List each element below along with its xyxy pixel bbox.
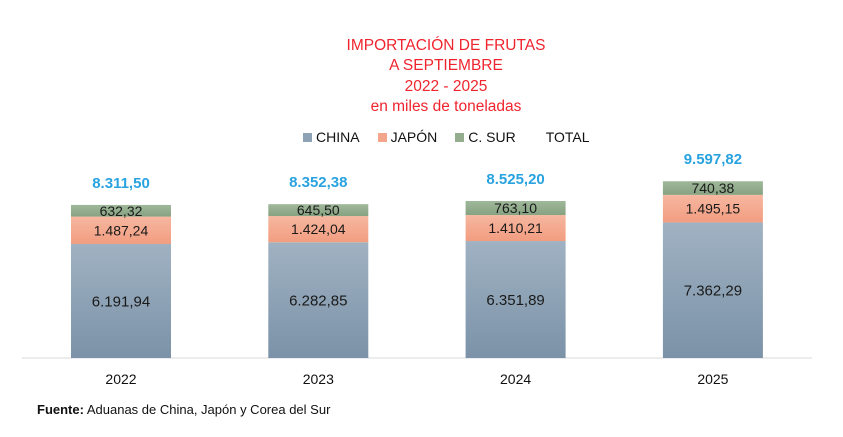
data-label: 1.410,21 bbox=[488, 220, 543, 236]
chart-title-4: en miles de toneladas bbox=[370, 98, 522, 115]
chart-title-3: 2022 - 2025 bbox=[404, 78, 488, 95]
bar-china-2023 bbox=[268, 242, 369, 358]
legend-total: TOTAL bbox=[546, 129, 590, 145]
x-tick-label: 2023 bbox=[303, 371, 334, 387]
legend-china: CHINA bbox=[303, 129, 360, 145]
legend-swatch bbox=[303, 132, 312, 142]
x-tick-label: 2025 bbox=[697, 371, 728, 387]
source-note: Fuente: Aduanas de China, Japón y Corea … bbox=[37, 402, 330, 417]
data-label: 1.424,04 bbox=[291, 221, 346, 237]
source-label: Fuente: bbox=[37, 402, 84, 417]
bar-japn-2022 bbox=[71, 216, 171, 244]
legend-swatch bbox=[377, 132, 387, 142]
legend-label: JAPÓN bbox=[390, 129, 438, 145]
x-tick-label: 2022 bbox=[105, 371, 136, 387]
data-label: 1.495,15 bbox=[686, 201, 741, 217]
bar-japn-2023 bbox=[268, 216, 369, 243]
data-label: 632,32 bbox=[100, 203, 143, 219]
total-label: 8.525,20 bbox=[486, 171, 544, 188]
bar-csur-2024 bbox=[465, 200, 566, 216]
bar-japn-2025 bbox=[662, 194, 763, 223]
legend-swatch bbox=[455, 132, 465, 142]
bar-china-2025 bbox=[662, 222, 763, 358]
bar-csur-2025 bbox=[662, 181, 763, 195]
chart-title-2: A SEPTIEMBRE bbox=[389, 57, 503, 74]
legend: CHINA JAPÓN C. SUR TOTAL bbox=[303, 129, 608, 145]
bar-japn-2024 bbox=[465, 215, 566, 242]
data-label: 645,50 bbox=[297, 202, 340, 218]
data-label: 6.191,94 bbox=[92, 293, 150, 310]
total-label: 8.352,38 bbox=[289, 174, 347, 191]
source-text: Aduanas de China, Japón y Corea del Sur bbox=[83, 402, 331, 417]
data-label: 763,10 bbox=[494, 200, 537, 216]
legend-label: C. SUR bbox=[468, 129, 516, 145]
bar-china-2024 bbox=[465, 241, 566, 358]
total-label: 9.597,82 bbox=[684, 151, 742, 168]
data-label: 7.362,29 bbox=[684, 283, 742, 300]
x-tick-label: 2024 bbox=[500, 371, 531, 387]
total-label: 8.311,50 bbox=[92, 175, 150, 192]
bar-china-2022 bbox=[71, 243, 171, 358]
legend-csur: C. SUR bbox=[455, 129, 516, 145]
data-label: 6.351,89 bbox=[486, 292, 544, 309]
bar-csur-2023 bbox=[268, 204, 369, 217]
data-label: 1.487,24 bbox=[94, 222, 149, 238]
bar-csur-2022 bbox=[71, 204, 171, 217]
legend-label: TOTAL bbox=[545, 129, 590, 145]
data-label: 6.282,85 bbox=[289, 293, 347, 310]
legend-japon: JAPÓN bbox=[377, 129, 438, 145]
legend-label: CHINA bbox=[316, 129, 360, 145]
data-label: 740,38 bbox=[691, 180, 734, 196]
chart-title-1: IMPORTACIÓN DE FRUTAS bbox=[346, 37, 546, 54]
